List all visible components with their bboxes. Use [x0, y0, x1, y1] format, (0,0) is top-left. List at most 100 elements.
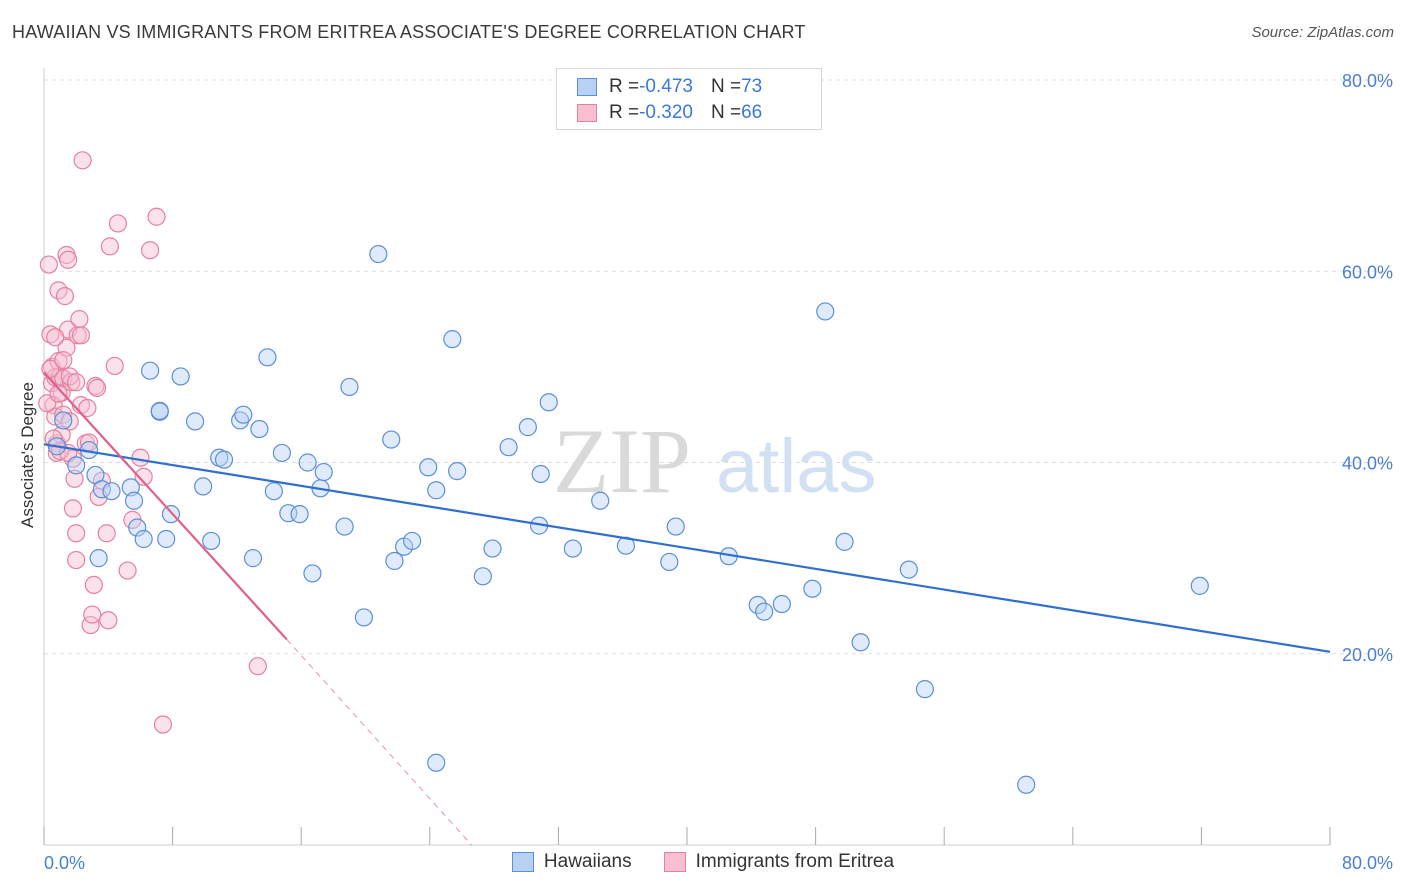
legend-label-hawaiians: Hawaiians: [543, 851, 632, 872]
data-point: [46, 328, 65, 347]
data-point: [419, 458, 438, 477]
data-point: [55, 287, 74, 306]
data-point: [118, 561, 137, 580]
data-point: [87, 378, 107, 398]
data-point: [83, 605, 102, 624]
r-value: -0.320: [639, 102, 693, 123]
correlation-legend: R = -0.473 N = 73 R = -0.320 N = 66: [556, 68, 822, 130]
trend-lines: [43, 371, 1331, 846]
data-point: [214, 450, 234, 469]
legend-swatch-blue: [511, 852, 534, 872]
grid-lines: [44, 79, 1392, 655]
data-point: [67, 550, 86, 570]
data-point: [755, 602, 774, 621]
data-point: [67, 373, 86, 392]
data-point: [41, 325, 60, 344]
data-point: [39, 255, 58, 274]
data-point: [473, 567, 492, 586]
data-point: [128, 518, 147, 537]
data-point: [54, 411, 73, 430]
data-point: [335, 517, 354, 536]
data-point: [264, 482, 283, 501]
hawaiian-points: [47, 244, 1209, 794]
data-point: [147, 207, 166, 226]
x-tick-label: 80.0%: [1342, 853, 1393, 873]
data-point: [140, 241, 160, 260]
data-point: [97, 524, 116, 543]
data-point: [772, 594, 791, 614]
legend-item-hawaiians[interactable]: Hawaiians: [511, 851, 632, 873]
trend-line: [286, 639, 472, 846]
legend-swatch-pink: [663, 852, 686, 872]
trend-line: [43, 371, 288, 641]
data-point: [591, 491, 610, 510]
data-point: [171, 367, 190, 386]
trend-line: [43, 443, 1331, 653]
y-tick-label: 60.0%: [1342, 262, 1393, 282]
y-tick-label: 20.0%: [1342, 645, 1393, 665]
data-point: [369, 244, 388, 264]
data-point: [354, 608, 373, 627]
watermark-atlas: atlas: [716, 424, 877, 509]
data-point: [427, 753, 446, 772]
data-point: [382, 430, 401, 449]
data-point: [314, 462, 333, 482]
data-point: [105, 356, 124, 376]
n-label: N =: [710, 76, 742, 97]
tick-labels: 20.0% 40.0% 60.0% 80.0% 0.0% 80.0%: [44, 71, 1393, 873]
r-label: R =: [609, 102, 640, 123]
data-point: [194, 477, 213, 496]
watermark: ZIP atlas: [553, 410, 877, 512]
data-point: [499, 438, 518, 457]
data-point: [531, 464, 550, 484]
data-point: [49, 384, 68, 403]
data-point: [248, 657, 267, 676]
n-value: 66: [741, 102, 763, 123]
data-point: [915, 680, 935, 699]
data-point: [563, 539, 582, 558]
data-point: [67, 456, 86, 475]
data-point: [65, 469, 84, 488]
data-point: [99, 611, 118, 630]
data-point: [816, 302, 835, 321]
data-point: [41, 359, 60, 378]
data-point: [518, 418, 537, 437]
data-point: [60, 412, 79, 431]
data-point: [134, 467, 153, 486]
r-label: R =: [609, 76, 640, 97]
data-point: [340, 377, 359, 397]
data-point: [157, 529, 176, 549]
data-point: [448, 462, 467, 481]
data-point: [443, 330, 462, 349]
y-tick-label: 40.0%: [1342, 454, 1393, 474]
data-point: [835, 532, 854, 551]
data-point: [899, 560, 918, 579]
data-point: [483, 539, 502, 558]
x-tick-label: 0.0%: [44, 853, 85, 873]
data-point: [250, 419, 269, 439]
data-point: [748, 595, 767, 615]
watermark-zip: ZIP: [553, 410, 691, 512]
data-point: [803, 579, 822, 598]
data-point: [290, 505, 309, 524]
n-label: N =: [710, 102, 742, 123]
axes: [43, 68, 1331, 846]
data-point: [298, 453, 317, 472]
legend-row-hawaiians: R = -0.473 N = 73: [557, 75, 762, 99]
legend-swatch-blue: [577, 78, 597, 96]
data-point: [54, 351, 73, 370]
data-point: [660, 552, 679, 572]
data-point: [121, 478, 140, 497]
legend-swatch-pink: [577, 104, 597, 122]
data-point: [258, 348, 277, 367]
data-point: [153, 715, 173, 734]
data-point: [150, 401, 169, 420]
data-point: [202, 531, 221, 551]
data-point: [100, 237, 120, 256]
data-point: [403, 531, 422, 551]
data-point: [73, 151, 92, 170]
legend-item-eritrea[interactable]: Immigrants from Eritrea: [663, 851, 894, 873]
data-point: [124, 491, 144, 510]
data-point: [71, 326, 91, 345]
